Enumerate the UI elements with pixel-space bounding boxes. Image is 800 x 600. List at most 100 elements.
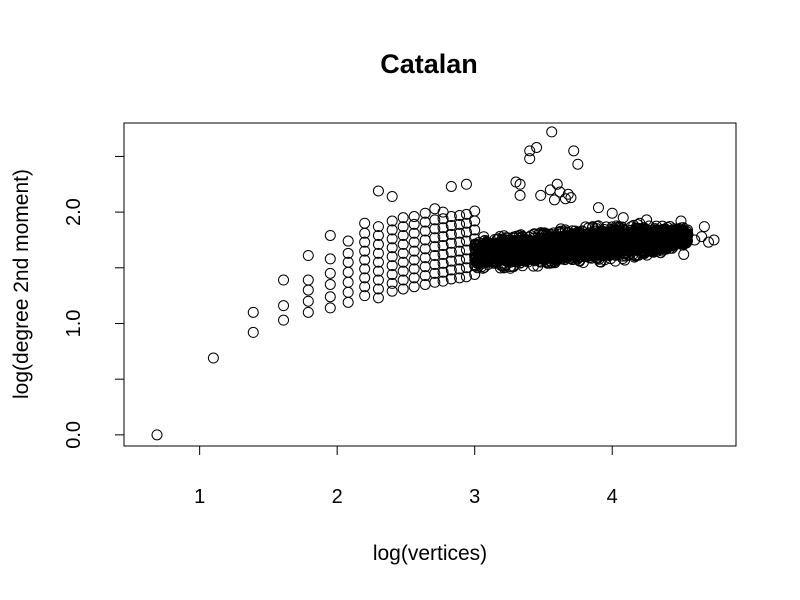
- data-point: [460, 226, 472, 238]
- data-point: [619, 254, 631, 266]
- data-point: [653, 226, 665, 238]
- data-point: [437, 206, 449, 218]
- data-point: [437, 248, 449, 260]
- data-point: [454, 254, 466, 266]
- data-point: [302, 274, 314, 286]
- data-point: [445, 246, 457, 258]
- y-tick-label: 2.0: [63, 198, 85, 226]
- data-point: [663, 234, 675, 246]
- data-point: [678, 248, 690, 260]
- data-point: [408, 263, 420, 275]
- data-point: [342, 256, 354, 268]
- data-point: [633, 237, 645, 249]
- data-point: [454, 272, 466, 284]
- data-point: [397, 212, 409, 224]
- data-point: [504, 255, 516, 267]
- data-point: [408, 245, 420, 257]
- data-point: [397, 221, 409, 233]
- data-point: [302, 295, 314, 307]
- data-point: [372, 274, 384, 286]
- data-point: [445, 255, 457, 267]
- data-point: [419, 207, 431, 219]
- data-point: [555, 241, 567, 253]
- data-point: [429, 223, 441, 235]
- data-point: [626, 241, 638, 253]
- data-point: [524, 145, 536, 157]
- data-point: [708, 234, 720, 246]
- data-point: [562, 188, 574, 200]
- data-point: [397, 229, 409, 241]
- data-point: [372, 283, 384, 295]
- data-point: [518, 248, 530, 260]
- data-point: [592, 202, 604, 214]
- data-point: [386, 268, 398, 280]
- data-point: [429, 276, 441, 288]
- data-point: [529, 254, 541, 266]
- data-point: [324, 253, 336, 265]
- data-point: [569, 242, 581, 254]
- data-point: [617, 212, 629, 224]
- data-point: [359, 236, 371, 248]
- data-point: [408, 218, 420, 230]
- data-point: [408, 236, 420, 248]
- x-axis-label: log(vertices): [373, 542, 487, 565]
- data-point: [437, 257, 449, 269]
- data-point: [386, 233, 398, 245]
- x-axis: 1 2 3 4: [194, 445, 618, 508]
- data-point: [554, 186, 566, 198]
- data-point: [408, 272, 420, 284]
- data-point: [469, 224, 481, 236]
- data-point: [372, 221, 384, 233]
- data-point: [552, 251, 564, 263]
- data-point: [567, 230, 579, 242]
- data-point: [454, 209, 466, 221]
- data-point: [386, 215, 398, 227]
- data-point: [359, 217, 371, 229]
- data-point: [445, 273, 457, 285]
- data-point: [454, 245, 466, 257]
- data-point: [278, 274, 290, 286]
- x-tick-label: 3: [469, 486, 480, 508]
- data-point: [589, 236, 601, 248]
- data-point: [437, 275, 449, 287]
- data-point: [429, 241, 441, 253]
- data-point: [606, 207, 618, 219]
- data-point: [540, 232, 552, 244]
- data-point: [536, 230, 548, 242]
- data-point: [460, 271, 472, 283]
- data-point: [524, 153, 536, 165]
- data-point: [559, 224, 571, 236]
- data-point: [372, 185, 384, 197]
- data-point: [247, 306, 259, 318]
- chart-title: Catalan: [380, 49, 478, 79]
- data-points: [151, 126, 720, 441]
- data-point: [324, 279, 336, 290]
- data-point: [386, 285, 398, 297]
- data-point: [372, 229, 384, 241]
- data-point: [572, 158, 584, 170]
- data-point: [599, 240, 611, 252]
- data-point: [485, 256, 497, 268]
- data-point: [151, 429, 163, 441]
- data-point: [531, 142, 543, 154]
- y-tick-label: 0.0: [63, 421, 85, 449]
- data-point: [546, 126, 558, 138]
- data-point: [372, 265, 384, 277]
- data-point: [437, 231, 449, 243]
- data-point: [386, 251, 398, 263]
- data-point: [460, 178, 472, 190]
- data-point: [649, 226, 661, 238]
- data-point: [469, 268, 481, 280]
- data-point: [386, 242, 398, 254]
- data-point: [324, 229, 336, 241]
- data-point: [437, 213, 449, 225]
- data-point: [622, 236, 634, 248]
- data-point: [408, 211, 420, 223]
- y-axis: 0.0 1.0 2.0: [63, 155, 125, 449]
- data-point: [454, 218, 466, 230]
- data-point: [677, 231, 689, 243]
- data-point: [636, 235, 648, 247]
- x-tick-label: 1: [194, 486, 205, 508]
- data-point: [359, 272, 371, 284]
